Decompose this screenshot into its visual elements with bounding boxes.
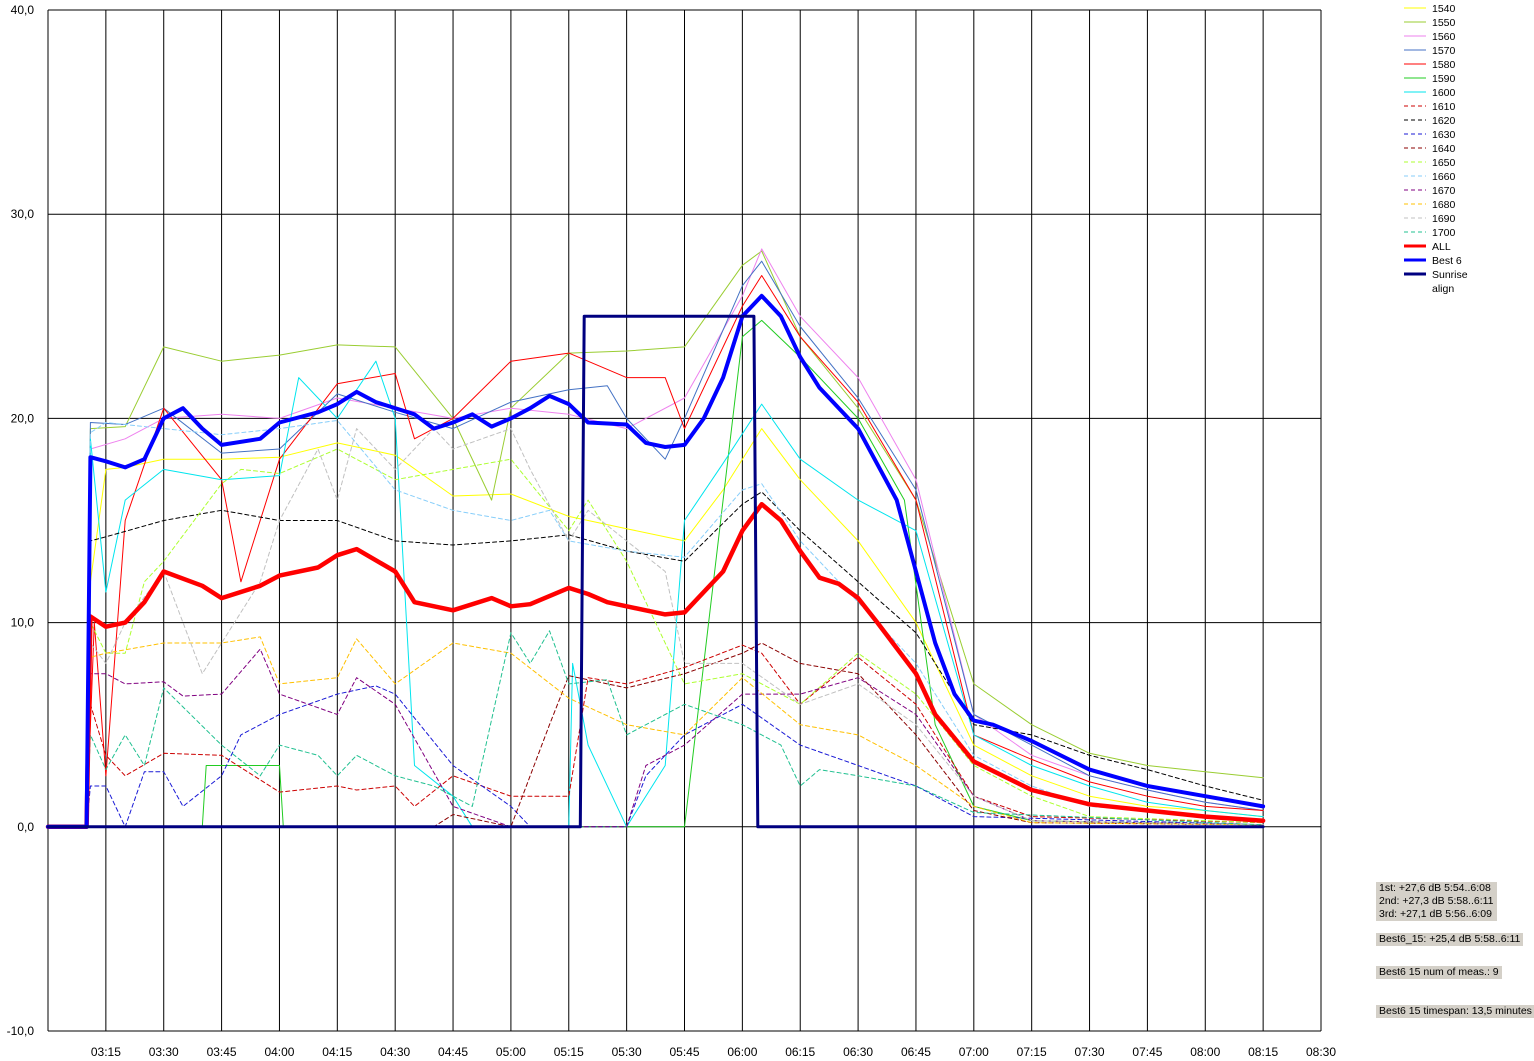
x-tick-label: 04:15 <box>322 1045 352 1059</box>
series-line-1580 <box>47 275 1264 828</box>
series-line-1660 <box>47 419 1264 828</box>
legend-label: 1610 <box>1432 101 1456 113</box>
x-tick-label: 05:45 <box>669 1045 699 1059</box>
x-tick-label: 06:45 <box>901 1045 931 1059</box>
x-tick-label: 03:30 <box>149 1045 179 1059</box>
legend-label: 1620 <box>1432 115 1456 127</box>
x-tick-label: 04:30 <box>380 1045 410 1059</box>
y-tick-label: 0,0 <box>17 820 34 834</box>
series-line-1640 <box>47 642 1264 828</box>
series-line-1590 <box>47 319 1264 828</box>
legend-label: Sunrise <box>1432 269 1468 281</box>
legend-label: 1580 <box>1432 59 1456 71</box>
stat-second: 2nd: +27,3 dB 5:58..6:11 <box>1379 895 1494 907</box>
y-tick-label: 40,0 <box>11 3 35 17</box>
series-line-1650 <box>47 448 1264 828</box>
x-tick-label: 03:15 <box>91 1045 121 1059</box>
x-tick-label: 08:15 <box>1248 1045 1278 1059</box>
legend-label: 1640 <box>1432 143 1456 155</box>
y-tick-label: 30,0 <box>11 207 35 221</box>
legend-label: 1590 <box>1432 73 1456 85</box>
x-tick-label: 07:00 <box>959 1045 989 1059</box>
x-tick-label: 07:15 <box>1017 1045 1047 1059</box>
legend-label: 1670 <box>1432 185 1456 197</box>
y-tick-label: 10,0 <box>11 616 35 630</box>
series-line-1570 <box>47 260 1264 828</box>
legend-label: 1700 <box>1432 227 1456 239</box>
y-tick-label: 20,0 <box>11 411 35 425</box>
legend-label: 1680 <box>1432 199 1456 211</box>
x-tick-label: 04:45 <box>438 1045 468 1059</box>
series-line-best-6 <box>46 293 1266 829</box>
legend-label: ALL <box>1432 241 1451 253</box>
series-line-1630 <box>47 685 1264 828</box>
series-lines <box>45 248 1266 830</box>
x-tick-label: 07:45 <box>1132 1045 1162 1059</box>
x-tick-label: 06:30 <box>843 1045 873 1059</box>
x-tick-label: 05:00 <box>496 1045 526 1059</box>
x-tick-label: 04:00 <box>264 1045 294 1059</box>
stats-top3: 1st: +27,6 dB 5:54..6:08 2nd: +27,3 dB 5… <box>1376 882 1497 921</box>
legend-label: 1560 <box>1432 31 1456 43</box>
legend-label: 1650 <box>1432 157 1456 169</box>
series-line-1670 <box>47 648 1264 828</box>
x-tick-label: 06:15 <box>785 1045 815 1059</box>
legend-label: 1630 <box>1432 129 1456 141</box>
series-line-1600 <box>47 360 1264 828</box>
legend-label: 1660 <box>1432 171 1456 183</box>
y-tick-label: -10,0 <box>7 1024 35 1038</box>
legend-label: 1600 <box>1432 87 1456 99</box>
x-tick-label: 05:15 <box>554 1045 584 1059</box>
series-line-1680 <box>47 636 1264 828</box>
x-tick-label: 05:30 <box>612 1045 642 1059</box>
legend-label: 1540 <box>1432 3 1456 15</box>
legend-label: Best 6 <box>1432 255 1462 267</box>
series-line-1610 <box>47 644 1264 828</box>
x-tick-label: 07:30 <box>1075 1045 1105 1059</box>
legend-label: 1690 <box>1432 213 1456 225</box>
legend-label: 1550 <box>1432 17 1456 29</box>
x-tick-label: 03:45 <box>207 1045 237 1059</box>
series-line-1700 <box>47 630 1264 828</box>
x-tick-label: 08:30 <box>1306 1045 1336 1059</box>
series-line-1550 <box>47 250 1264 828</box>
stat-best6-15: Best6_15: +25,4 dB 5:58..6:11 <box>1376 933 1524 946</box>
legend: 1540 1550 1560 1570 1580 1590 1600 1610 1620 1630… <box>1404 3 1468 295</box>
stat-first: 1st: +27,6 dB 5:54..6:08 <box>1379 882 1491 894</box>
axis-ticks: 03:15 03:30 03:45 04:00 04:15 04:30 04:45 05:00… <box>7 3 1337 1059</box>
series-line-1560 <box>47 248 1264 828</box>
x-tick-label: 08:00 <box>1190 1045 1220 1059</box>
series-line-1620 <box>47 491 1264 828</box>
series-line-sunrise-align <box>46 314 1265 829</box>
stat-timespan: Best6 15 timespan: 13,5 minutes <box>1376 1005 1534 1018</box>
legend-label: 1570 <box>1432 45 1456 57</box>
x-tick-label: 06:00 <box>727 1045 757 1059</box>
stat-num-meas: Best6 15 num of meas.: 9 <box>1376 966 1502 979</box>
legend-label: align <box>1432 283 1454 295</box>
stat-third: 3rd: +27,1 dB 5:56..6:09 <box>1379 908 1492 920</box>
series-line-all <box>45 501 1266 830</box>
